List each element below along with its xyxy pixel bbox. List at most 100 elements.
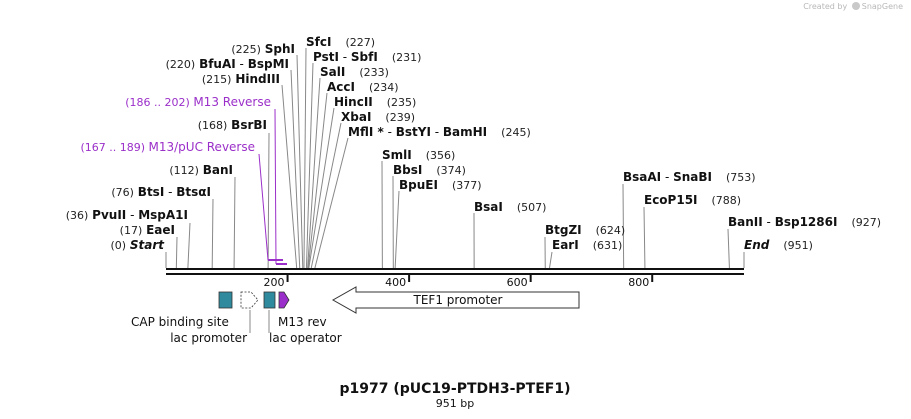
site-label-banii: BanII - Bsp1286I (927) bbox=[728, 215, 881, 229]
site-position: (17) bbox=[120, 224, 143, 237]
site-position: (356) bbox=[426, 149, 456, 162]
site-line-hindiii bbox=[281, 84, 298, 269]
enzyme-name: BsaAI bbox=[623, 170, 661, 184]
site-text-bbsi: BbsI (374) bbox=[393, 163, 466, 177]
site-line-eari bbox=[549, 251, 553, 269]
site-line-ecop15i bbox=[643, 206, 646, 269]
site-text-pvuii: (36) PvuII - MspA1I bbox=[66, 208, 188, 222]
site-position: (245) bbox=[501, 126, 531, 139]
site-text-start: (0) Start bbox=[110, 238, 165, 252]
site-label-mfli: MflI * - BstYI - BamHI (245) bbox=[348, 125, 531, 139]
site-position: (220) bbox=[166, 58, 196, 71]
primer-leader-m13-reverse bbox=[274, 108, 277, 265]
backbone-top-strand bbox=[166, 268, 744, 270]
primer-label-m13-reverse: (186 .. 202) M13 Reverse bbox=[125, 95, 271, 109]
tick-800: 800 bbox=[628, 275, 654, 289]
site-label-sphi: (225) SphI bbox=[231, 42, 295, 56]
site-line-acci bbox=[307, 92, 328, 269]
lac-operator-label: lac operator bbox=[269, 331, 342, 345]
site-position: (239) bbox=[385, 111, 415, 124]
enzyme-name: MspA1I bbox=[138, 208, 188, 222]
site-line-btsi bbox=[211, 198, 214, 269]
enzyme-name: BpuEI bbox=[399, 178, 438, 192]
site-text-bsai: BsaI (507) bbox=[474, 200, 546, 214]
backbone-bottom-strand bbox=[166, 273, 744, 275]
enzyme-name: EaeI bbox=[146, 223, 175, 237]
site-separator: - bbox=[236, 57, 248, 71]
site-label-bpuei: BpuEI (377) bbox=[399, 178, 482, 192]
enzyme-name: BfuAI bbox=[199, 57, 236, 71]
primer-range: (186 .. 202) bbox=[125, 96, 193, 109]
site-line-sfci bbox=[303, 47, 307, 269]
enzyme-name: SnaBI bbox=[673, 170, 712, 184]
map-length: 951 bp bbox=[436, 397, 474, 410]
site-text-psti: PstI - SbfI (231) bbox=[313, 50, 421, 64]
site-text-hincii: HincII (235) bbox=[334, 95, 416, 109]
site-line-mfli bbox=[314, 137, 349, 269]
enzyme-name: BstYI bbox=[396, 125, 431, 139]
site-label-ecop15i: EcoP15I (788) bbox=[644, 193, 741, 207]
site-text-btsi: (76) BtsI - BtsαI bbox=[111, 185, 211, 199]
site-label-bsai: BsaI (507) bbox=[474, 200, 546, 214]
site-label-eaei: (17) EaeI bbox=[120, 223, 175, 237]
site-position: (227) bbox=[345, 36, 375, 49]
site-label-btgzi: BtgZI (624) bbox=[545, 223, 625, 237]
site-line-xbai bbox=[310, 122, 342, 269]
site-separator: - bbox=[431, 125, 443, 139]
enzyme-name: SfcI bbox=[306, 35, 331, 49]
site-text-end: End (951) bbox=[744, 238, 813, 252]
site-separator: - bbox=[661, 170, 673, 184]
primer-label-m13-puc-reverse: (167 .. 189) M13/pUC Reverse bbox=[80, 140, 255, 154]
enzyme-name: BamHI bbox=[443, 125, 487, 139]
site-position: (374) bbox=[436, 164, 466, 177]
primer-m13-reverse: (186 .. 202) M13 Reverse bbox=[125, 95, 287, 265]
site-label-start: (0) Start bbox=[110, 238, 165, 252]
primers: (186 .. 202) M13 Reverse (167 .. 189) M13… bbox=[80, 95, 287, 265]
tick-label: 800 bbox=[628, 276, 649, 289]
site-text-btgzi: BtgZI (624) bbox=[545, 223, 625, 237]
site-line-bsaai bbox=[622, 183, 625, 269]
site-label-bani: (112) BanI bbox=[169, 163, 233, 177]
site-line-sphi bbox=[296, 54, 304, 269]
primer-name: M13 Reverse bbox=[193, 95, 271, 109]
map-title: p1977 (pUC19-PTDH3-PTEF1) bbox=[340, 381, 571, 397]
site-text-bsaai: BsaAI - SnaBI (753) bbox=[623, 170, 756, 184]
enzyme-name: BbsI bbox=[393, 163, 422, 177]
enzyme-name: BtgZI bbox=[545, 223, 582, 237]
enzyme-name: BanI bbox=[203, 163, 233, 177]
site-label-psti: PstI - SbfI (231) bbox=[313, 50, 421, 64]
site-text-sali: SalI (233) bbox=[320, 65, 389, 79]
site-text-bsrbi: (168) BsrBI bbox=[198, 118, 267, 132]
site-text-bfuai: (220) BfuAI - BspMI bbox=[166, 57, 289, 71]
site-label-xbai: XbaI (239) bbox=[341, 110, 415, 124]
site-label-eari: EarI (631) bbox=[552, 238, 622, 252]
site-line-bpuei bbox=[394, 190, 400, 269]
enzyme-name: SphI bbox=[265, 42, 295, 56]
site-line-sali bbox=[307, 77, 321, 269]
enzyme-name: BsrBI bbox=[231, 118, 267, 132]
creator-credit: Created by SnapGene bbox=[803, 2, 903, 11]
site-position: (215) bbox=[202, 73, 232, 86]
site-lines bbox=[165, 47, 745, 269]
site-label-sali: SalI (233) bbox=[320, 65, 389, 79]
enzyme-name: XbaI bbox=[341, 110, 371, 124]
features: CAP binding site lac promoter lac operator… bbox=[131, 286, 580, 345]
enzyme-name: PstI bbox=[313, 50, 339, 64]
site-text-eaei: (17) EaeI bbox=[120, 223, 175, 237]
site-line-bsrbi bbox=[267, 132, 270, 269]
site-text-mfli: MflI * - BstYI - BamHI (245) bbox=[348, 125, 531, 139]
site-position: (377) bbox=[452, 179, 482, 192]
site-line-bfuai bbox=[290, 69, 301, 269]
site-position: (234) bbox=[369, 81, 399, 94]
site-label-bsaai: BsaAI - SnaBI (753) bbox=[623, 170, 756, 184]
site-text-xbai: XbaI (239) bbox=[341, 110, 415, 124]
site-line-hincii bbox=[308, 107, 335, 269]
site-labels: (0) Start(17) EaeI(36) PvuII - MspA1I (76… bbox=[66, 35, 881, 252]
site-position: (235) bbox=[387, 96, 417, 109]
site-position: (112) bbox=[169, 164, 199, 177]
site-position: (168) bbox=[198, 119, 228, 132]
site-text-bpuei: BpuEI (377) bbox=[399, 178, 482, 192]
primer-name: M13/pUC Reverse bbox=[149, 140, 256, 154]
site-line-pvuii bbox=[187, 222, 191, 269]
